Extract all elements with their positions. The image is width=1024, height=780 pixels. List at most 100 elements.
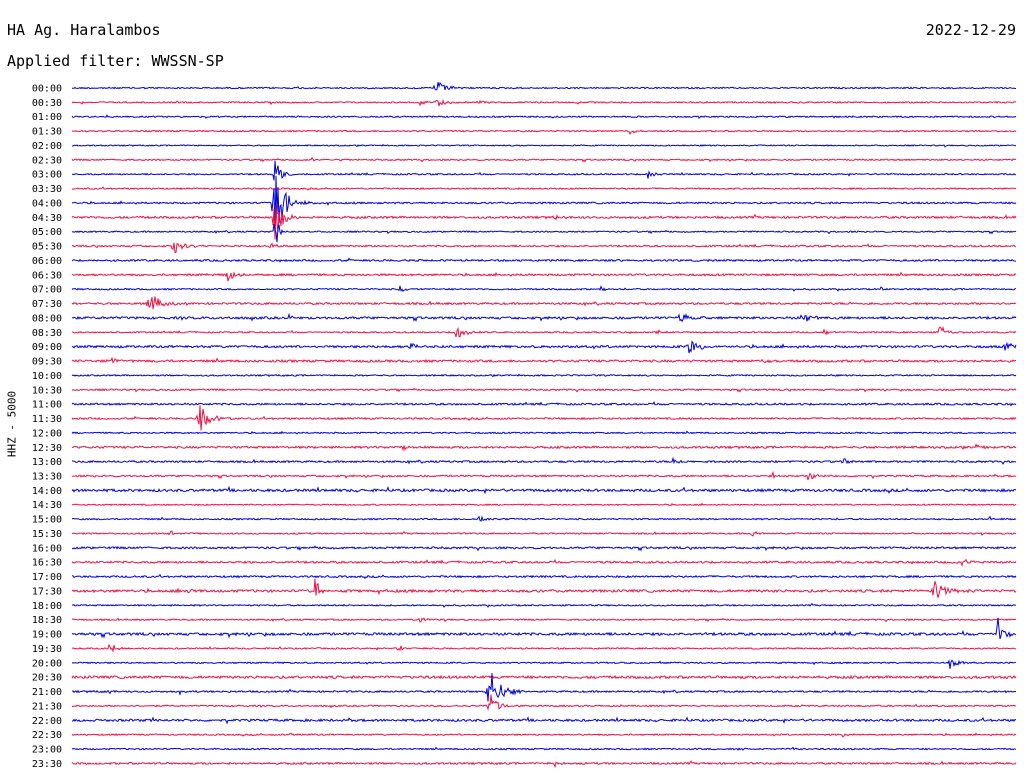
channel-axis-label: HHZ - 5000 [5,390,19,458]
trace-line [71,296,1017,310]
trace-line [71,205,1017,240]
trace-line [71,175,1017,235]
trace-line [71,430,1017,435]
time-axis-labels: 00:00 00:30 01:00 01:30 02:00 02:30 03:00 03:30… [32,84,62,770]
trace-line [71,387,1017,393]
time-label: 00:30 [32,98,62,109]
trace-line [71,659,1017,669]
time-label: 03:30 [32,184,62,195]
trace-line [71,186,1017,191]
trace-line [71,401,1017,407]
time-label: 11:00 [32,400,62,411]
trace-line [71,285,1017,293]
time-label: 04:30 [32,213,62,224]
trace-line [71,129,1017,136]
time-label: 16:30 [32,558,62,569]
trace-line [71,694,1017,712]
time-label: 02:00 [32,141,62,152]
date-label: 2022-12-29 [925,21,1016,39]
trace-line [71,98,1017,107]
time-label: 07:30 [32,299,62,310]
time-label: 05:00 [32,227,62,238]
trace-line [71,578,1017,598]
time-label: 18:30 [32,615,62,626]
time-label: 13:00 [32,457,62,468]
time-label: 15:30 [32,529,62,540]
time-label: 19:00 [32,630,62,641]
trace-line [71,144,1017,148]
time-label: 20:00 [32,658,62,669]
time-label: 01:00 [32,112,62,123]
time-label: 10:00 [32,371,62,382]
trace-line [71,242,1017,254]
trace-line [71,443,1017,452]
time-label: 10:30 [32,385,62,396]
time-label: 14:00 [32,486,62,497]
time-label: 13:30 [32,471,62,482]
time-label: 21:30 [32,701,62,712]
time-label: 21:00 [32,687,62,698]
time-label: 08:00 [32,313,62,324]
trace-line [71,602,1017,608]
time-label: 19:30 [32,644,62,655]
trace-line [71,356,1017,364]
time-label: 12:00 [32,428,62,439]
trace-line [71,746,1017,751]
trace-line [71,515,1017,522]
trace-line [71,617,1017,640]
time-label: 07:00 [32,285,62,296]
time-label: 16:00 [32,543,62,554]
time-label: 12:30 [32,443,62,454]
time-label: 08:30 [32,328,62,339]
time-label: 17:30 [32,586,62,597]
trace-line [71,545,1017,552]
seismogram-traces [71,81,1017,769]
trace-line [71,312,1017,323]
filter-label: Applied filter: WWSSN-SP [7,52,224,70]
time-label: 22:00 [32,716,62,727]
trace-line [71,456,1017,465]
station-title: HA Ag. Haralambos [7,21,161,39]
trace-line [71,160,1017,181]
time-label: 00:00 [32,84,62,95]
time-label: 14:30 [32,500,62,511]
trace-line [71,223,1017,243]
trace-line [71,156,1017,163]
time-label: 06:30 [32,270,62,281]
trace-line [71,673,1017,702]
time-label: 03:00 [32,170,62,181]
time-label: 17:00 [32,572,62,583]
trace-line [71,257,1017,263]
trace-line [71,732,1017,738]
time-label: 04:00 [32,198,62,209]
trace-line [71,405,1017,431]
time-label: 05:30 [32,242,62,253]
trace-line [71,340,1017,354]
trace-line [71,530,1017,537]
trace-line [71,502,1017,507]
trace-line [71,573,1017,580]
time-label: 23:00 [32,745,62,756]
time-label: 09:00 [32,342,62,353]
time-label: 20:30 [32,673,62,684]
trace-line [71,81,1017,91]
time-label: 22:30 [32,730,62,741]
trace-line [71,674,1017,680]
trace-line [71,643,1017,653]
time-label: 15:00 [32,515,62,526]
time-label: 23:30 [32,759,62,770]
trace-line [71,271,1017,282]
trace-line [71,617,1017,623]
time-label: 11:30 [32,414,62,425]
trace-line [71,326,1017,338]
trace-line [71,373,1017,378]
trace-line [71,485,1017,495]
trace-line [71,558,1017,567]
time-label: 18:00 [32,601,62,612]
time-label: 01:30 [32,127,62,138]
trace-line [71,760,1017,769]
trace-line [71,470,1017,481]
time-label: 09:30 [32,357,62,368]
trace-line [71,114,1017,119]
time-label: 06:00 [32,256,62,267]
